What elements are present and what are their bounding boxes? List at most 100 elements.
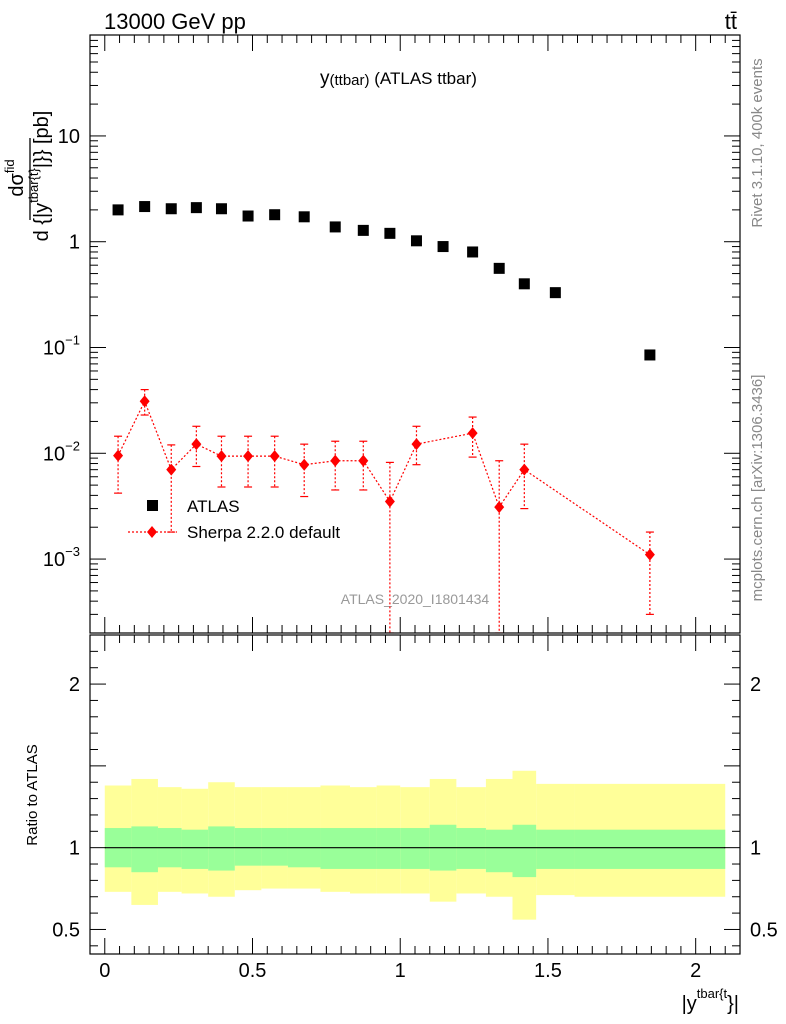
stat-band-bin xyxy=(485,829,513,873)
main-y-tick-labels: 10−3 10−2 10−1 1 10 xyxy=(43,126,80,571)
atlas-point xyxy=(215,203,227,215)
sherpa-point xyxy=(494,501,505,514)
x-tick-labels: 0 0.5 1 1.5 2 xyxy=(99,960,701,982)
main-y-tick-label: 10−3 xyxy=(43,544,80,571)
main-plot-area: ATLAS_2020_I1801434 xyxy=(112,201,656,633)
stat-band-bin xyxy=(536,829,575,869)
x-axis-label: |ytbar{t}| xyxy=(682,986,739,1015)
stat-band-bin xyxy=(350,828,377,869)
main-frame xyxy=(89,34,741,634)
legend-sherpa-label: Sherpa 2.2.0 default xyxy=(187,523,340,542)
ylabel-sigma: σ xyxy=(6,172,28,185)
main-y-tick-label: 10−2 xyxy=(43,438,80,465)
atlas-point xyxy=(467,246,479,258)
ylabel-d-top: d xyxy=(6,185,28,196)
sherpa-point xyxy=(113,449,124,462)
legend-atlas-marker xyxy=(147,500,158,511)
atlas-point xyxy=(165,203,177,215)
ratio-y-tick-labels: 0.5 0.5 1 1 2 2 xyxy=(52,674,778,941)
main-axis-ticks xyxy=(90,34,740,634)
sherpa-series xyxy=(113,388,655,633)
main-y-tick-label: 10 xyxy=(58,126,80,148)
atlas-point xyxy=(493,262,505,274)
sherpa-point xyxy=(166,463,177,476)
process-label: tt̄ xyxy=(725,9,737,34)
stat-band-bin xyxy=(208,826,235,871)
x-tick-label: 0.5 xyxy=(239,960,267,982)
stat-band-bin xyxy=(456,828,486,869)
x-tick-label: 0 xyxy=(99,960,110,982)
stat-band-bin xyxy=(261,828,288,866)
svg-text:d {|ytbar{t}|}} [pb]: d {|ytbar{t}|}} [pb] xyxy=(26,111,53,242)
plot-title-sub: (ttbar) xyxy=(330,72,370,89)
atlas-point xyxy=(190,202,202,214)
mcplots-label: mcplots.cern.ch [arXiv:1306.3436] xyxy=(749,375,766,602)
svg-text:dσfid: dσfid xyxy=(2,159,28,196)
sherpa-point xyxy=(191,438,202,451)
xlabel-sup: tbar{t xyxy=(697,986,728,1001)
stat-band-bin xyxy=(320,828,350,869)
xlabel-base: |y xyxy=(682,993,697,1015)
main-y-tick-label: 10−1 xyxy=(43,333,80,360)
sherpa-point xyxy=(644,548,655,561)
sherpa-point xyxy=(299,458,310,471)
sherpa-point xyxy=(519,463,530,476)
ratio-axis-ticks xyxy=(90,635,740,954)
x-tick-label: 1.5 xyxy=(534,960,562,982)
x-tick-label: 2 xyxy=(690,960,701,982)
sherpa-point xyxy=(243,450,254,463)
sherpa-point xyxy=(139,395,150,408)
sherpa-point xyxy=(467,427,478,440)
ratio-panel: 0.5 0.5 1 1 2 2 0 0.5 1 1.5 2 Ratio to ATLAS |ytb… xyxy=(24,634,778,1015)
legend: ATLAS Sherpa 2.2.0 default xyxy=(128,497,340,542)
main-panel: ATLAS_2020_I1801434 10−3 10−2 10−1 1 10 y(tt… xyxy=(2,34,741,634)
watermark: ATLAS_2020_I1801434 xyxy=(341,591,490,607)
stat-band-bin xyxy=(400,828,430,869)
atlas-point xyxy=(357,224,369,236)
sherpa-point xyxy=(411,438,422,451)
atlas-point xyxy=(644,349,656,361)
x-tick-label: 1 xyxy=(395,960,406,982)
stat-band-bin xyxy=(512,824,537,878)
ratio-y-tick-label-right: 0.5 xyxy=(750,919,778,941)
ratio-y-axis-label: Ratio to ATLAS xyxy=(24,744,41,845)
atlas-point xyxy=(298,211,310,223)
atlas-point xyxy=(384,227,396,239)
stat-band-bin xyxy=(234,828,262,866)
sherpa-point xyxy=(269,450,280,463)
ratio-y-tick-label-right: 2 xyxy=(750,674,761,696)
sherpa-point xyxy=(384,495,395,508)
sherpa-point xyxy=(330,454,341,467)
ylabel-y-sup: tbar{t} xyxy=(26,167,41,202)
main-y-axis-label: dσfid d {|ytbar{t}|}} [pb] xyxy=(2,111,53,242)
energy-label: 13000 GeV pp xyxy=(104,9,246,34)
sherpa-line xyxy=(117,399,651,556)
atlas-series xyxy=(112,201,656,361)
atlas-point xyxy=(518,278,530,290)
ylabel-d-bottom: d {|y xyxy=(31,203,53,242)
legend-sherpa-marker xyxy=(147,526,157,538)
ratio-y-tick-label: 0.5 xyxy=(52,919,80,941)
sherpa-point xyxy=(358,454,369,467)
ylabel-tail: |}} [pb] xyxy=(31,111,53,168)
stat-band-bin xyxy=(131,826,158,873)
plot-title: y(ttbar) (ATLAS ttbar) xyxy=(320,68,477,89)
xlabel-tail: }| xyxy=(727,993,739,1015)
stat-band-bin xyxy=(376,828,401,869)
atlas-point xyxy=(549,287,561,299)
ratio-y-tick-label: 2 xyxy=(69,674,80,696)
ratio-plot-area xyxy=(104,770,726,920)
atlas-point xyxy=(269,209,281,221)
ratio-y-tick-label-right: 1 xyxy=(750,838,761,860)
sherpa-point xyxy=(216,450,227,463)
atlas-point xyxy=(437,241,449,253)
plot-title-rest: (ATLAS ttbar) xyxy=(370,69,477,88)
atlas-point xyxy=(410,235,422,247)
ylabel-sigma-sup: fid xyxy=(2,159,17,173)
plot-title-main: y xyxy=(320,68,330,89)
legend-atlas-label: ATLAS xyxy=(187,497,240,516)
atlas-point xyxy=(242,210,254,222)
atlas-point xyxy=(329,221,341,233)
atlas-point xyxy=(139,201,151,213)
